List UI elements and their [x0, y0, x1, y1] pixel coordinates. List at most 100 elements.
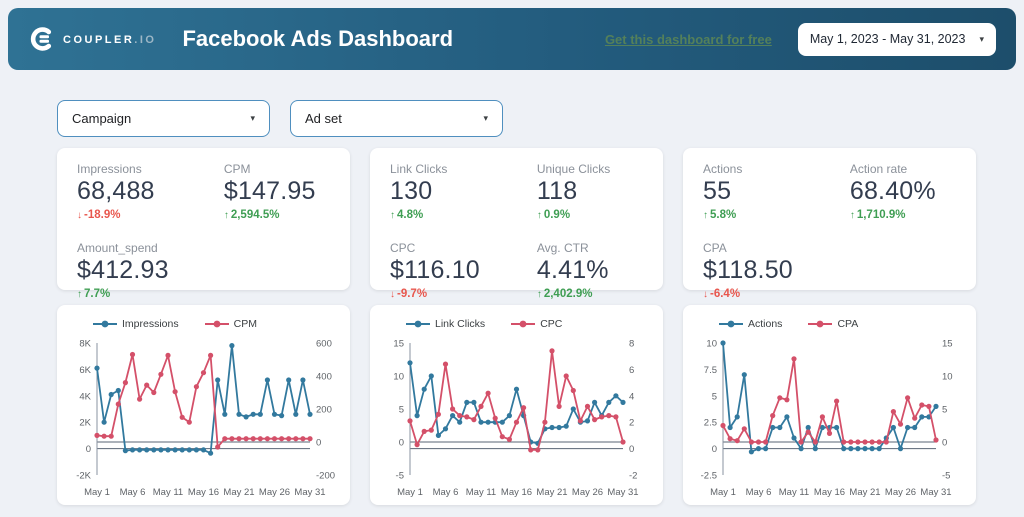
- kpi-card-clicks: Link Clicks 130 ↑ 4.8% Unique Clicks 118 …: [370, 148, 663, 300]
- metric-delta: ↑ 7.7%: [77, 288, 111, 300]
- charts-row: Impressions CPM -2K 0 2K 4K 6K 8K -200 0 200 400 60…: [57, 305, 1024, 505]
- chart-legend: Actions CPA: [719, 317, 972, 331]
- coupler-logo-icon: [30, 27, 52, 51]
- trend-up-icon: ↑: [223, 210, 229, 221]
- trend-down-icon: ↓: [703, 289, 708, 300]
- svg-text:May 31: May 31: [607, 487, 638, 498]
- trend-up-icon: ↑: [849, 210, 855, 221]
- metric-delta: ↑ 2,594.5%: [223, 209, 280, 221]
- svg-text:2.5: 2.5: [704, 418, 717, 429]
- impressions-cpm-line-chart[interactable]: -2K 0 2K 4K 6K 8K -200 0 200 400 600 May 1 May 6 May …: [61, 335, 346, 501]
- metric-delta: ↓ -9.7%: [390, 288, 428, 300]
- metric-delta: ↑ 0.9%: [536, 209, 571, 221]
- actions-cpa-line-chart[interactable]: -2.5 0 2.5 5 7.5 10 -5 0 5 10 15 May 1 May 6 May 11 Ma…: [687, 335, 972, 501]
- svg-text:7.5: 7.5: [704, 365, 717, 376]
- svg-text:May 21: May 21: [536, 487, 567, 498]
- logo-text: COUPLER.IO: [63, 34, 157, 46]
- dashboard-content: Campaign ▾ Ad set ▾ Impressions 68,488 ↓…: [0, 70, 1024, 505]
- svg-text:5: 5: [399, 405, 404, 416]
- svg-text:6: 6: [629, 365, 634, 376]
- trend-up-icon: ↑: [390, 210, 395, 221]
- metric-cpa: CPA $118.50 ↓ -6.4%: [703, 241, 850, 300]
- filters-row: Campaign ▾ Ad set ▾: [57, 100, 1024, 137]
- metric-delta: ↓ -18.9%: [77, 209, 121, 221]
- svg-text:May 21: May 21: [849, 487, 880, 498]
- header: COUPLER.IO Facebook Ads Dashboard Get th…: [8, 8, 1016, 70]
- metric-value: $118.50: [703, 256, 793, 284]
- svg-text:600: 600: [316, 339, 332, 350]
- legend-item-link-clicks[interactable]: Link Clicks: [406, 318, 485, 330]
- svg-text:May 31: May 31: [920, 487, 951, 498]
- page-title: Facebook Ads Dashboard: [182, 26, 454, 51]
- svg-text:May 1: May 1: [84, 487, 110, 498]
- svg-text:May 16: May 16: [814, 487, 845, 498]
- legend-label: CPC: [540, 318, 563, 330]
- chevron-down-icon: ▾: [483, 113, 488, 123]
- ad-set-filter[interactable]: Ad set ▾: [290, 100, 503, 137]
- legend-item-cpm[interactable]: CPM: [204, 318, 257, 330]
- svg-text:May 11: May 11: [466, 487, 496, 498]
- svg-text:May 31: May 31: [294, 487, 325, 498]
- kpi-row: Impressions 68,488 ↓ -18.9% CPM $147.95 ↑…: [57, 148, 1024, 300]
- trend-up-icon: ↑: [536, 210, 542, 221]
- chart-legend: Link Clicks CPC: [406, 317, 659, 331]
- metric-value: 4.41%: [536, 256, 609, 284]
- svg-text:15: 15: [393, 339, 404, 350]
- linkclicks-cpc-line-chart[interactable]: -5 0 5 10 15 -2 0 2 4 6 8 May 1 May 6 May 11 May 16 May…: [374, 335, 659, 501]
- svg-text:May 16: May 16: [188, 487, 219, 498]
- legend-item-cpc[interactable]: CPC: [511, 318, 562, 330]
- metric-actions: Actions 55 ↑ 5.8%: [703, 162, 850, 221]
- svg-text:May 6: May 6: [433, 487, 459, 498]
- svg-text:0: 0: [942, 438, 947, 449]
- chart-card-impressions-cpm: Impressions CPM -2K 0 2K 4K 6K 8K -200 0 200 400 60…: [57, 305, 350, 505]
- metric-value: 55: [703, 177, 732, 205]
- legend-label: CPM: [233, 318, 257, 330]
- date-range-value: May 1, 2023 - May 31, 2023: [809, 32, 966, 46]
- kpi-card-impressions: Impressions 68,488 ↓ -18.9% CPM $147.95 ↑…: [57, 148, 350, 300]
- chart-legend: Impressions CPM: [93, 317, 346, 331]
- metric-delta: ↑ 1,710.9%: [849, 209, 906, 221]
- svg-text:0: 0: [399, 438, 404, 449]
- svg-text:May 1: May 1: [710, 487, 736, 498]
- svg-text:May 21: May 21: [223, 487, 254, 498]
- trend-down-icon: ↓: [390, 289, 395, 300]
- svg-text:2K: 2K: [79, 418, 91, 429]
- svg-text:-5: -5: [942, 471, 950, 482]
- metric-unique-clicks: Unique Clicks 118 ↑ 0.9%: [537, 162, 657, 221]
- campaign-filter[interactable]: Campaign ▾: [57, 100, 270, 137]
- svg-text:0: 0: [712, 444, 717, 455]
- metric-label: Link Clicks: [390, 162, 448, 176]
- svg-text:-200: -200: [316, 471, 335, 482]
- svg-text:4: 4: [629, 391, 634, 402]
- svg-text:8K: 8K: [79, 339, 91, 350]
- svg-text:0: 0: [86, 444, 91, 455]
- chevron-down-icon: ▾: [250, 113, 255, 123]
- metric-value: $412.93: [77, 256, 169, 284]
- metric-label: CPC: [390, 241, 416, 255]
- metric-label: Avg. CTR: [536, 241, 589, 255]
- get-dashboard-link[interactable]: Get this dashboard for free: [604, 31, 772, 47]
- campaign-filter-label: Campaign: [72, 111, 132, 126]
- svg-text:400: 400: [316, 372, 332, 383]
- metric-cpc: CPC $116.10 ↓ -9.7%: [390, 241, 537, 300]
- metric-amount-spend: Amount_spend $412.93 ↑ 7.7%: [77, 241, 224, 300]
- legend-item-cpa[interactable]: CPA: [808, 318, 858, 330]
- ad-set-filter-label: Ad set: [305, 111, 342, 126]
- legend-item-impressions[interactable]: Impressions: [93, 318, 179, 330]
- svg-text:May 6: May 6: [120, 487, 146, 498]
- metric-label: Action rate: [849, 162, 908, 176]
- metric-value: 130: [390, 177, 433, 205]
- legend-item-actions[interactable]: Actions: [719, 318, 782, 330]
- svg-text:200: 200: [316, 405, 332, 416]
- kpi-card-actions: Actions 55 ↑ 5.8% Action rate 68.40% ↑ 1,7…: [683, 148, 976, 300]
- svg-text:May 26: May 26: [885, 487, 916, 498]
- svg-text:May 11: May 11: [153, 487, 183, 498]
- metric-label: Unique Clicks: [536, 162, 611, 176]
- date-range-picker[interactable]: May 1, 2023 - May 31, 2023 ▾: [797, 22, 996, 56]
- svg-text:-2: -2: [629, 471, 637, 482]
- metric-label: Amount_spend: [77, 241, 158, 255]
- metric-label: Impressions: [77, 162, 142, 176]
- svg-text:-2.5: -2.5: [701, 471, 717, 482]
- svg-text:6K: 6K: [79, 365, 91, 376]
- metric-link-clicks: Link Clicks 130 ↑ 4.8%: [390, 162, 537, 221]
